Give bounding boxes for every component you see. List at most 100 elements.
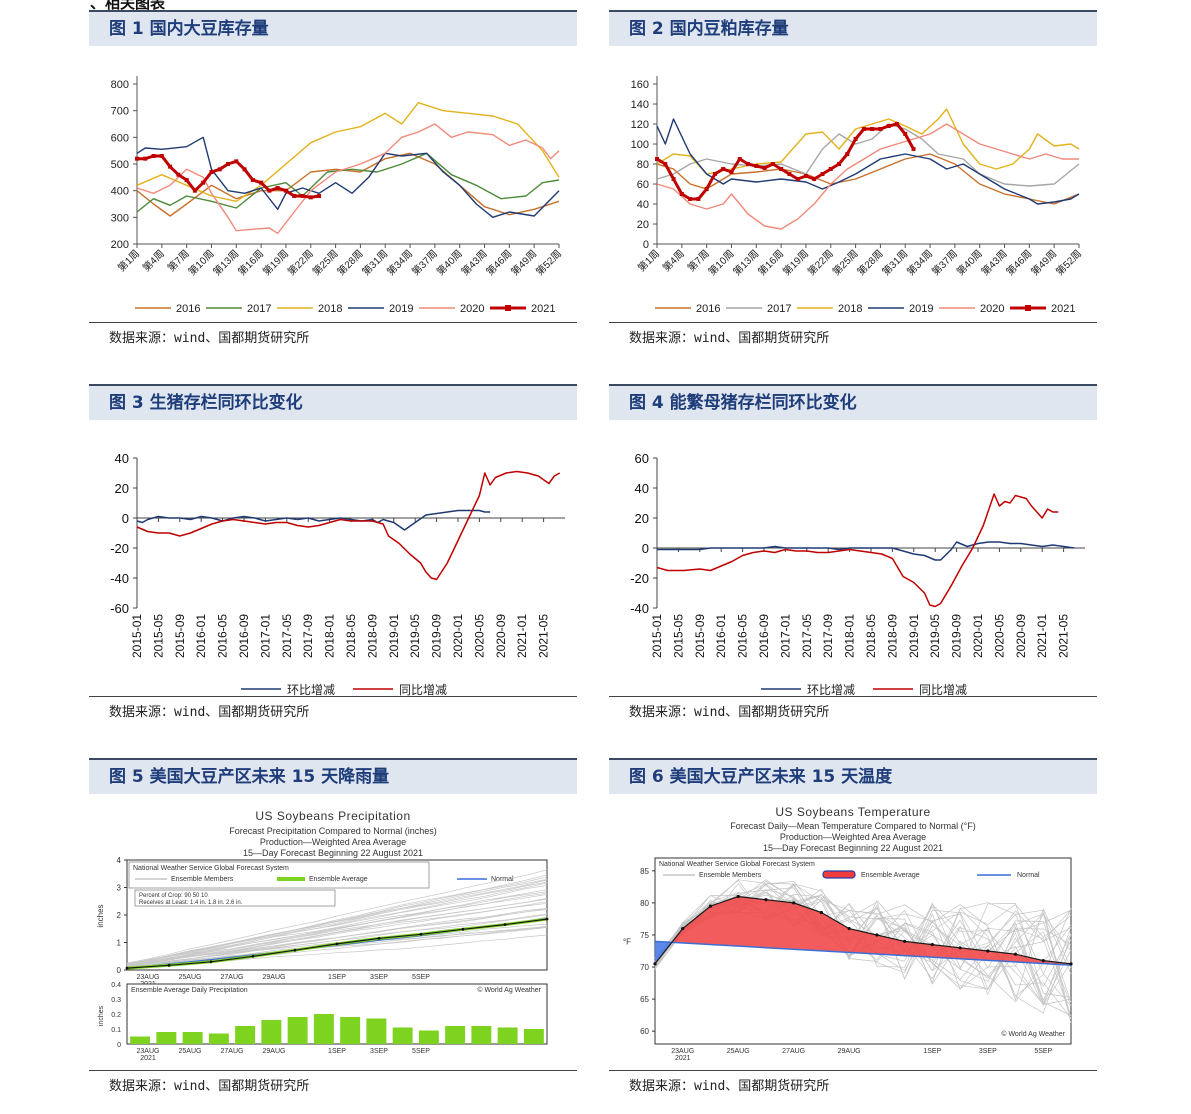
y-tick-label: 3 (117, 884, 122, 893)
series-point-2021 (151, 154, 156, 158)
daily-precip-bar (261, 1020, 282, 1044)
x-tick-label: 2017-01 (258, 614, 272, 658)
x-tick-label: 5SEP (1034, 1048, 1052, 1055)
figure-1-source: 数据来源：wind、国都期货研究所 (89, 322, 577, 355)
series-line-环比增减 (136, 509, 491, 531)
x-tick-label: 第40周 (954, 247, 985, 278)
legend-members-label: Ensemble Members (699, 872, 762, 879)
figure-3-title: 图 3 生猪存栏同环比变化 (89, 384, 577, 420)
x-tick-label: 2019-09 (430, 614, 444, 658)
series-point-2021 (135, 156, 139, 161)
series-point-2021 (754, 164, 759, 168)
x-tick-label: 2017-05 (280, 614, 294, 658)
x-tick-label: 2018-05 (344, 614, 358, 658)
series-point-2021 (729, 170, 734, 174)
legend-marker-2021 (505, 305, 511, 311)
ensemble-average-point (125, 966, 129, 970)
y-tick-label: 70 (640, 963, 649, 972)
x-tick-label: 2016-05 (216, 614, 230, 658)
figure-6-title: 图 6 美国大豆产区未来 15 天温度 (609, 758, 1097, 794)
credit: © World Ag Weather (477, 986, 541, 994)
x-tick-label: 第10周 (185, 247, 216, 278)
forecast-subtitle: Production—Weighted Area Average (780, 832, 926, 842)
daily-title: Ensemble Average Daily Precipitation (131, 987, 248, 994)
daily-precip-bar (156, 1032, 177, 1044)
y-tick-label: -40 (110, 571, 129, 586)
series-line-2018 (656, 108, 1080, 175)
x-tick-label: 第31周 (879, 247, 910, 278)
ensemble-member-line (126, 926, 548, 967)
figure-1-panel: 图 1 国内大豆库存量 200 300 400 500 600 700 800 第1周 第4周第… (89, 10, 577, 355)
series-line-2020 (656, 123, 1079, 230)
forecast-subtitle: Production—Weighted Area Average (260, 837, 406, 847)
daily-precip-bar (523, 1029, 544, 1044)
y-tick-label: 800 (111, 79, 129, 91)
series-point-2021 (853, 137, 858, 141)
daily-y-axis-label: inches (98, 1005, 105, 1026)
ensemble-member-line (126, 885, 548, 966)
y-tick-label: 20 (635, 511, 649, 526)
x-tick-label: 第40周 (434, 247, 465, 278)
x-tick-label: 第34周 (904, 247, 935, 278)
x-tick-label: 第1周 (635, 247, 662, 274)
x-tick-label: 2017-09 (821, 614, 835, 658)
daily-precip-bar (392, 1027, 413, 1044)
ensemble-member-line (126, 879, 548, 966)
x-tick-label: 2015-01 (650, 614, 664, 658)
y-tick-label: 0 (117, 966, 122, 975)
legend-label-2017: 2017 (247, 303, 271, 315)
x-tick-label: 2018-09 (365, 614, 379, 658)
y-tick-label: 200 (111, 239, 129, 251)
y-tick-label: 400 (111, 186, 129, 198)
ensemble-average-point (335, 942, 339, 946)
x-tick-label: 第1周 (115, 247, 142, 274)
ensemble-member-line (126, 869, 548, 964)
series-point-2021 (209, 170, 214, 174)
x-tick-label: 2016-09 (237, 614, 251, 658)
legend-average-swatch (822, 870, 856, 879)
daily-y-tick-label: 0.2 (111, 1012, 121, 1019)
x-tick-label: 第28周 (854, 247, 885, 278)
y-tick-label: 1 (117, 939, 122, 948)
x-tick-label: 2019-01 (907, 614, 921, 658)
figure-4-source: 数据来源：wind、国都期货研究所 (609, 696, 1097, 729)
x-tick-label: 27AUG (782, 1048, 805, 1055)
y-tick-label: 65 (640, 995, 649, 1004)
y-tick-label: -60 (110, 601, 129, 616)
x-tick-label: 2021-01 (515, 614, 529, 658)
ensemble-member-line (126, 908, 548, 966)
series-point-2021 (779, 167, 784, 171)
series-point-2021 (168, 164, 173, 169)
series-point-2021 (812, 177, 817, 181)
ensemble-average-point (792, 901, 796, 905)
daily-x-tick-label: 5SEP (412, 1048, 430, 1055)
x-tick-label: 第16周 (755, 247, 786, 278)
x-tick-label: 1SEP (328, 974, 346, 981)
y-tick-label: 0 (643, 239, 649, 251)
y-tick-label: 60 (640, 1027, 649, 1036)
x-tick-label: 第13周 (210, 247, 241, 278)
figure-2-title: 图 2 国内豆粕库存量 (609, 10, 1097, 46)
x-tick-label: 第46周 (1003, 247, 1034, 278)
series-line-Normal (654, 940, 1072, 966)
daily-y-tick-label: 0.1 (111, 1027, 121, 1034)
legend-label-2018: 2018 (318, 303, 342, 315)
daily-y-tick-label: 0.4 (111, 982, 121, 989)
ensemble-average-point (209, 960, 213, 964)
x-tick-label: 2018-01 (843, 614, 857, 658)
x-tick-label: 2017-05 (800, 614, 814, 658)
figure-5-source: 数据来源：wind、国都期货研究所 (89, 1070, 577, 1103)
series-point-2021 (704, 187, 709, 191)
legend-label-2019: 2019 (389, 303, 413, 315)
ensemble-average-point (653, 962, 657, 966)
series-point-2021 (176, 172, 181, 177)
y-tick-label: 500 (111, 159, 129, 171)
ensemble-average-point (819, 910, 823, 915)
x-tick-label: 23AUG (671, 1048, 694, 1055)
legend-label-2017: 2017 (767, 303, 791, 315)
forecast-subtitle: Forecast Precipitation Compared to Norma… (229, 826, 437, 836)
y-tick-label: 40 (635, 481, 649, 496)
legend-label-环比增减: 环比增减 (287, 683, 335, 696)
x-tick-label: 5SEP (412, 974, 430, 981)
x-tick-label: 第19周 (780, 247, 811, 278)
